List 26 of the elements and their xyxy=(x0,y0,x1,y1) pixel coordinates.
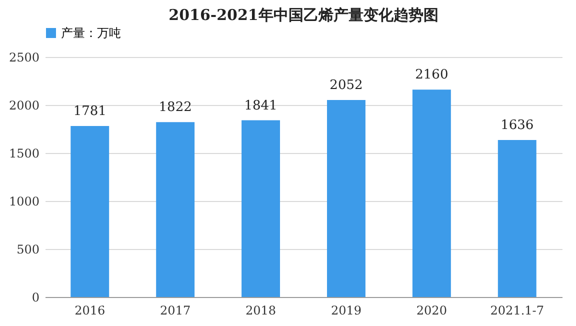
chart-title: 2016-2021年中国乙烯产量变化趋势图 xyxy=(168,6,438,24)
x-tick-label: 2019 xyxy=(330,304,362,318)
bar xyxy=(498,140,536,297)
data-label: 1781 xyxy=(73,104,106,120)
bar xyxy=(412,90,451,297)
x-tick-label: 2021.1-7 xyxy=(490,304,544,318)
data-label: 2052 xyxy=(330,78,363,94)
legend-label: 产量：万吨 xyxy=(61,26,121,40)
y-tick-label: 2000 xyxy=(8,98,40,112)
data-label: 1841 xyxy=(244,98,278,114)
y-tick-label: 500 xyxy=(16,242,40,256)
y-tick-label: 2500 xyxy=(8,50,40,64)
x-tick-label: 2018 xyxy=(246,304,276,318)
y-tick-label: 1000 xyxy=(8,194,40,208)
y-tick-label: 0 xyxy=(32,290,40,304)
data-label: 1636 xyxy=(500,118,534,133)
data-label: 1822 xyxy=(158,100,192,116)
data-label: 2160 xyxy=(415,68,448,83)
x-tick-label: 2020 xyxy=(416,304,447,318)
x-tick-label: 2016 xyxy=(74,304,106,318)
bar xyxy=(327,100,366,297)
bar xyxy=(70,126,110,297)
x-tick-label: 2017 xyxy=(160,304,191,318)
bar xyxy=(156,122,195,297)
bar xyxy=(242,120,280,297)
y-tick-label: 1500 xyxy=(8,146,40,160)
